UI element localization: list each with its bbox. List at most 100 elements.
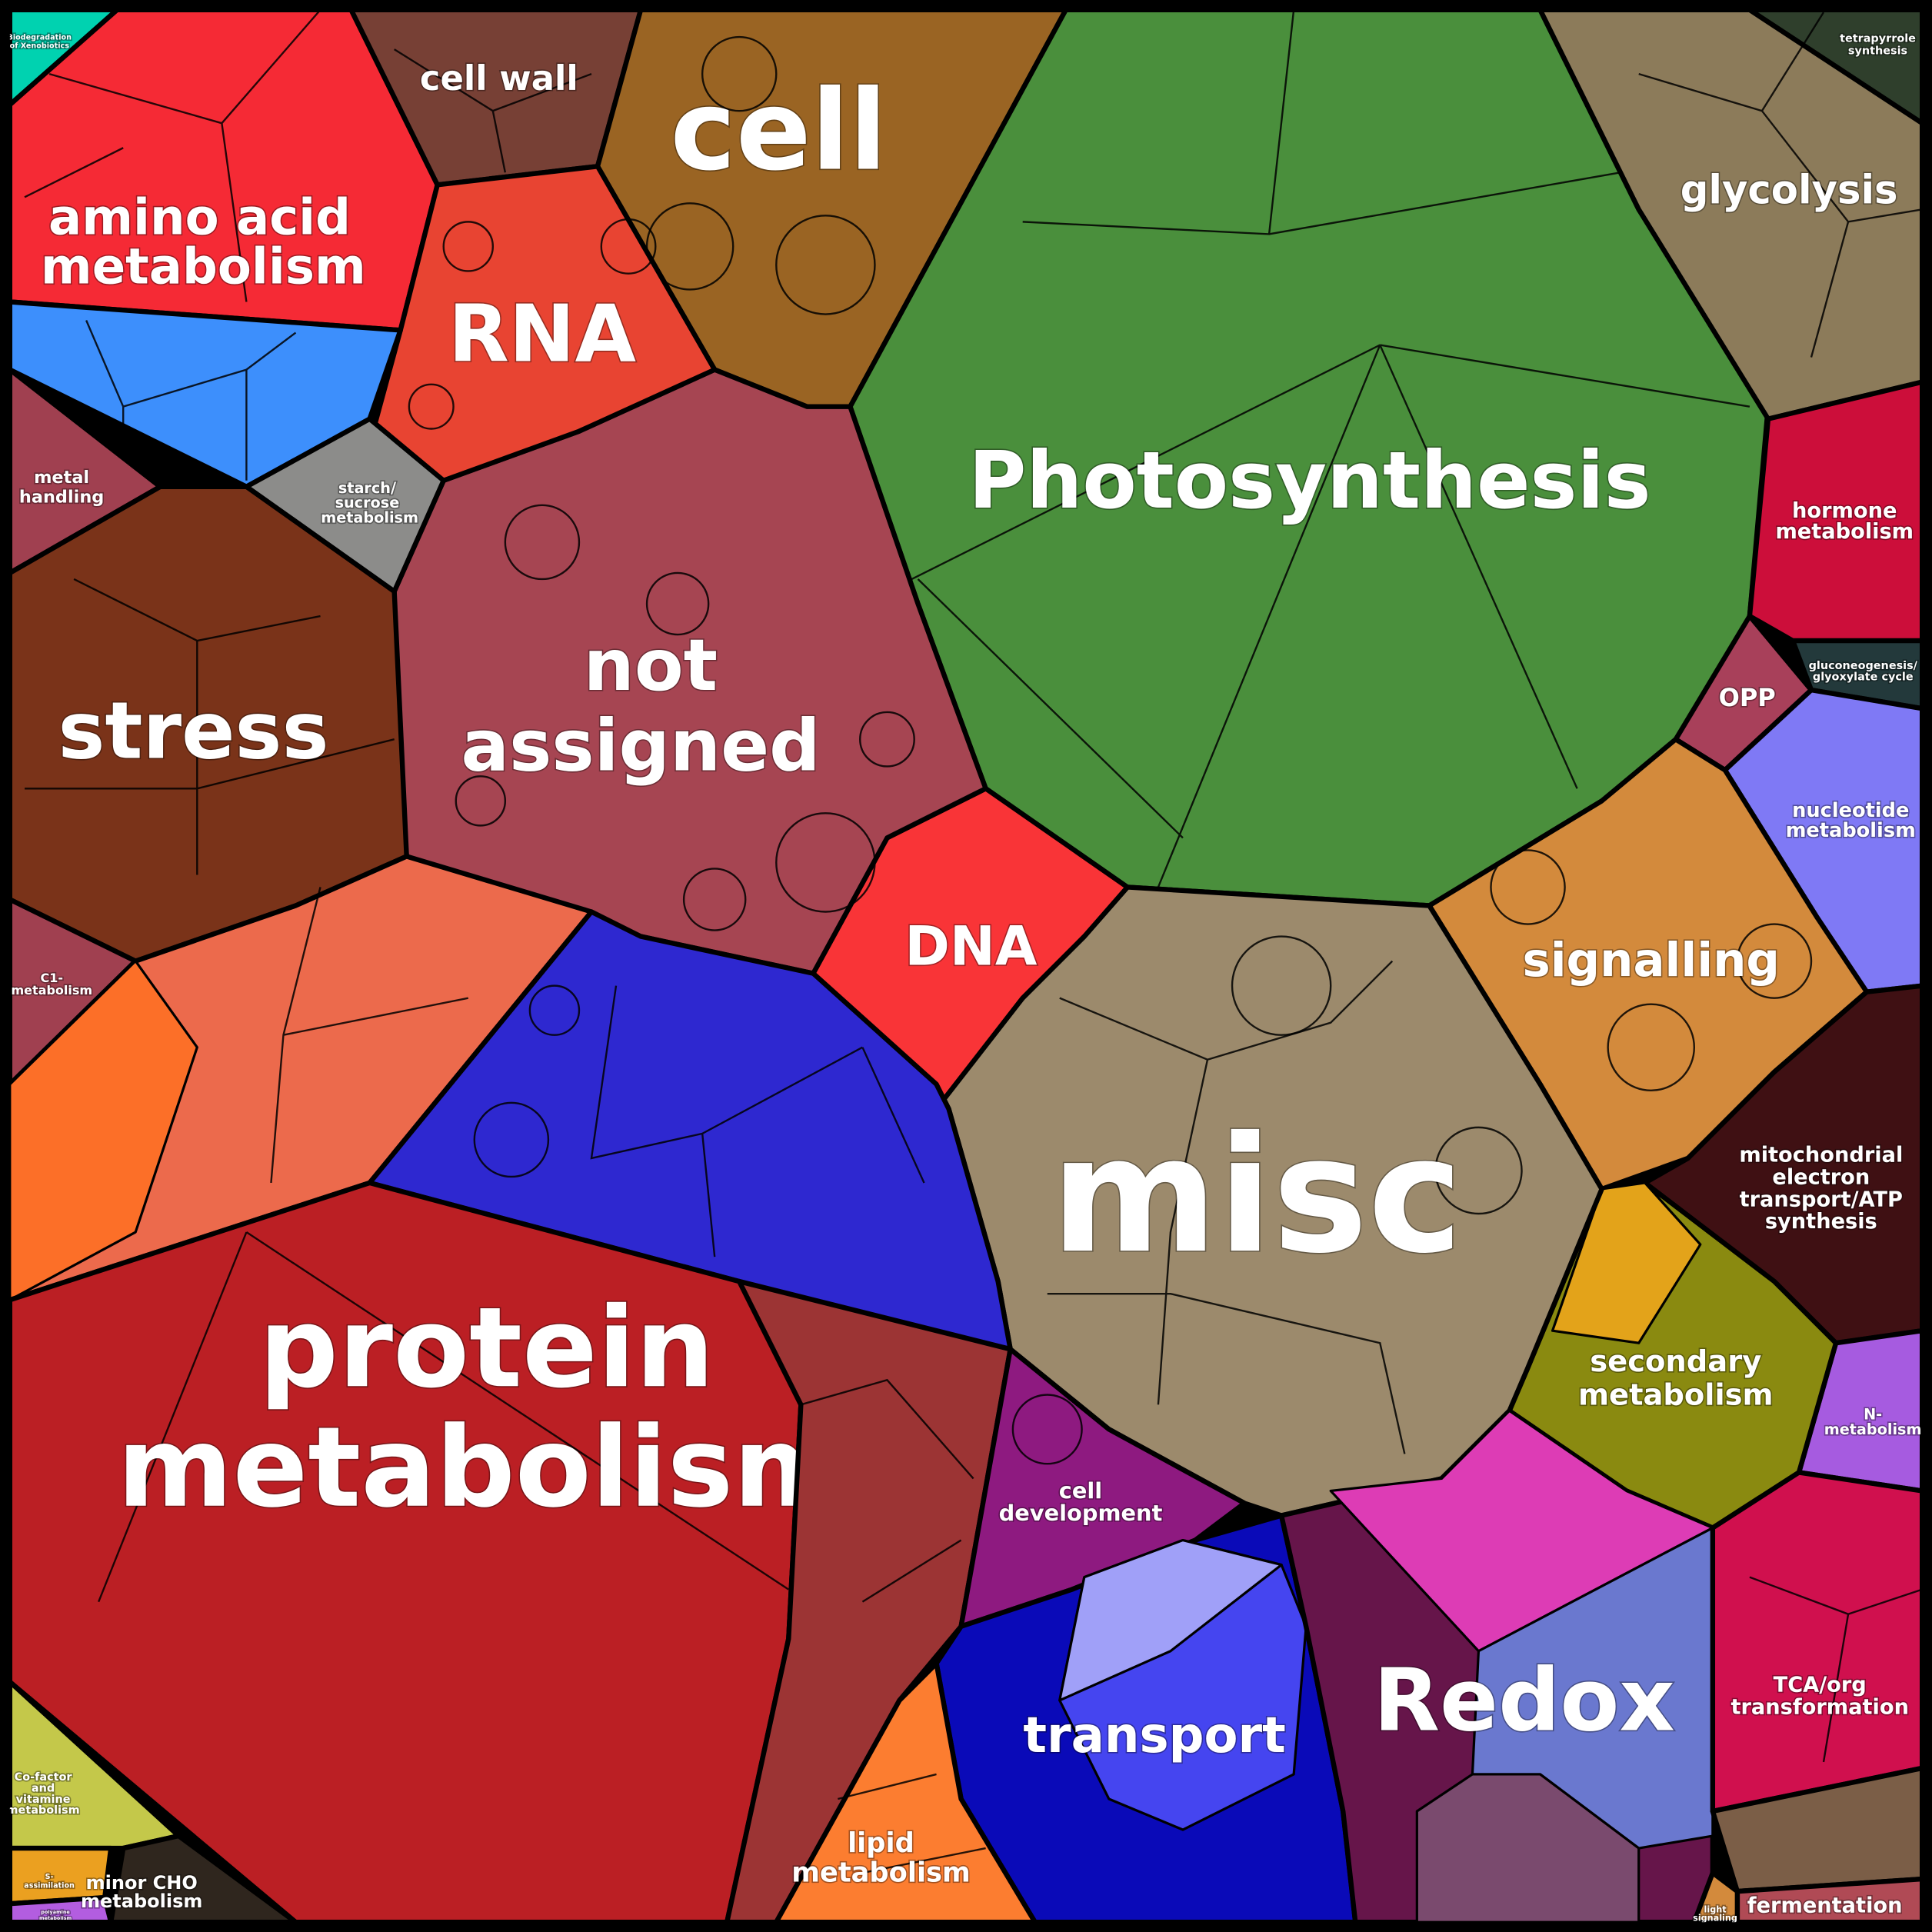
region-cell[interactable]: cell bbox=[595, 7, 1068, 409]
cell-subdivision bbox=[1736, 923, 1813, 999]
region-label-line: sucrose bbox=[335, 494, 400, 511]
cell-subdivision bbox=[800, 1378, 974, 1603]
region-label: Photosynthesis bbox=[968, 435, 1651, 527]
cell-subdivision bbox=[98, 1231, 789, 1603]
region-cell bbox=[1551, 1181, 1702, 1344]
region-secondary-metabolism[interactable]: secondary metabolism bbox=[1507, 1180, 1839, 1531]
region-label: fermentation bbox=[1747, 1894, 1903, 1917]
region-transport[interactable]: transport bbox=[934, 1513, 1358, 1925]
region-label-line: metabolism bbox=[39, 1915, 72, 1921]
cell-subdivision bbox=[838, 1773, 986, 1874]
region-label-line: metabolism bbox=[1775, 520, 1914, 544]
region-redox[interactable]: Redox bbox=[1278, 1408, 1716, 1925]
cell-subdivision bbox=[473, 1101, 550, 1178]
cell-subdivision bbox=[394, 48, 592, 173]
cell-subdivision bbox=[682, 868, 747, 931]
cell-subdivision bbox=[590, 985, 925, 1257]
region-label-line: metabolism bbox=[791, 1857, 971, 1888]
region-label: RNA bbox=[448, 288, 636, 380]
region-hormone-metabolism[interactable]: hormone metabolism bbox=[1747, 379, 1925, 644]
region-signalling[interactable]: signalling bbox=[1427, 737, 1870, 1192]
cell-subdivision bbox=[504, 504, 581, 581]
region-label-line: tetrapyrrole bbox=[1840, 32, 1916, 45]
region-label-line: vitamine bbox=[16, 1794, 71, 1806]
cell-subdivision bbox=[1638, 12, 1923, 358]
region-metal-handling[interactable]: metal handling bbox=[7, 367, 163, 576]
region-label-line: metabolism bbox=[7, 1804, 80, 1817]
region-label-line: transport/ATP bbox=[1740, 1188, 1903, 1211]
cell-subdivision bbox=[1607, 1003, 1696, 1092]
region-label: Co-factor and vitamine metabolism bbox=[7, 1771, 80, 1817]
region-label: TCA/org transformation bbox=[1730, 1674, 1909, 1720]
region-label-line: metabolism bbox=[321, 508, 418, 526]
region-stress[interactable]: stress bbox=[7, 484, 409, 964]
region-label-line: N- bbox=[1864, 1406, 1882, 1424]
region-label-line: light bbox=[1704, 1904, 1727, 1914]
cell-subdivision bbox=[408, 383, 455, 430]
region-label: amino acid metabolism bbox=[41, 189, 366, 295]
region-label-line: gluconeogenesis/ bbox=[1809, 660, 1918, 672]
region-label: starch/sucrose metabolism bbox=[321, 479, 418, 526]
cell-subdivision bbox=[859, 711, 915, 768]
region-label-line: electron bbox=[1772, 1166, 1870, 1190]
region-label: stress bbox=[58, 685, 328, 777]
cell-subdivision bbox=[1011, 1394, 1083, 1465]
region-label: light signaling bbox=[1693, 1904, 1737, 1923]
region-protein-metabolism[interactable]: protein metabolism bbox=[7, 1180, 850, 1925]
region-mitochondrial-electron-transport[interactable]: mitochondrial electron transport/ATP synthe… bbox=[1642, 983, 1925, 1346]
region-rna[interactable]: RNA bbox=[367, 164, 718, 483]
region-label: polyamine metabolism bbox=[39, 1909, 72, 1921]
cell-subdivision bbox=[600, 218, 657, 275]
region-label-line: S- bbox=[45, 1873, 54, 1881]
region-label-line: Photosynthesis bbox=[968, 435, 1651, 527]
region-label-line: and bbox=[32, 1782, 55, 1794]
region-photosynthesis[interactable]: Photosynthesis bbox=[848, 7, 1771, 908]
region-tca-org-transformation[interactable]: TCA/org transformation bbox=[1710, 1470, 1925, 1814]
region-label-line: not bbox=[584, 624, 718, 707]
region-label: signalling bbox=[1522, 933, 1780, 988]
region-label-line: minor CHO bbox=[86, 1872, 198, 1894]
region-label-line: metabolism bbox=[41, 238, 366, 295]
region-label-line: protein bbox=[259, 1284, 715, 1413]
region-glycolysis[interactable]: glycolysis bbox=[1537, 7, 1925, 421]
region-label-line: hormone bbox=[1792, 499, 1897, 523]
cell-subdivision bbox=[455, 775, 507, 827]
cell-subdivision bbox=[775, 812, 876, 913]
cell-subdivision bbox=[270, 887, 469, 1184]
region-label-line: glycolysis bbox=[1681, 167, 1898, 213]
region-label: Biodegradation of Xenobiotics bbox=[8, 33, 72, 50]
region-label-line: TCA/org bbox=[1774, 1674, 1867, 1697]
region-label: metal handling bbox=[19, 468, 104, 508]
region-cell bbox=[1058, 1538, 1283, 1702]
region-label: glycolysis bbox=[1681, 167, 1898, 213]
region-label-line: handling bbox=[19, 488, 104, 508]
region-label: hormone metabolism bbox=[1775, 499, 1914, 544]
region-label: secondary metabolism bbox=[1578, 1344, 1774, 1412]
region-fermentation[interactable]: fermentation bbox=[1710, 1765, 1925, 1925]
region-starch-sucrose-metabolism[interactable]: starch/sucrose metabolism bbox=[244, 416, 446, 595]
region-label-line: transport bbox=[1023, 1707, 1285, 1764]
region-cell-development[interactable]: cell development bbox=[958, 1347, 1247, 1629]
region-lipid-metabolism[interactable]: lipid metabolism bbox=[774, 1661, 1038, 1925]
region-label-line: misc bbox=[1051, 1103, 1463, 1289]
region-not-assigned[interactable]: not assigned bbox=[391, 367, 988, 976]
region-label-line: of Xenobiotics bbox=[10, 42, 70, 50]
cell-subdivision bbox=[1047, 960, 1406, 1454]
region-label-line: starch/ bbox=[338, 479, 397, 497]
region-label-line: metal bbox=[34, 468, 89, 488]
region-label-line: Co-factor bbox=[15, 1771, 73, 1784]
cell-subdivision bbox=[25, 578, 395, 875]
region-orange-unlabeled[interactable] bbox=[7, 854, 595, 1303]
cell-subdivision bbox=[1490, 849, 1566, 925]
cell-subdivision bbox=[701, 35, 778, 112]
region-label-line: synthesis bbox=[1848, 45, 1907, 57]
region-misc[interactable]: misc bbox=[934, 884, 1604, 1518]
region-light-signaling[interactable]: light signaling bbox=[1692, 1870, 1740, 1925]
region-cell bbox=[1710, 1470, 1925, 1814]
region-opp[interactable]: OPP bbox=[1673, 613, 1814, 773]
region-label: not assigned bbox=[461, 624, 820, 787]
region-label-line: cell bbox=[670, 66, 887, 195]
region-label-line: assigned bbox=[461, 704, 820, 787]
